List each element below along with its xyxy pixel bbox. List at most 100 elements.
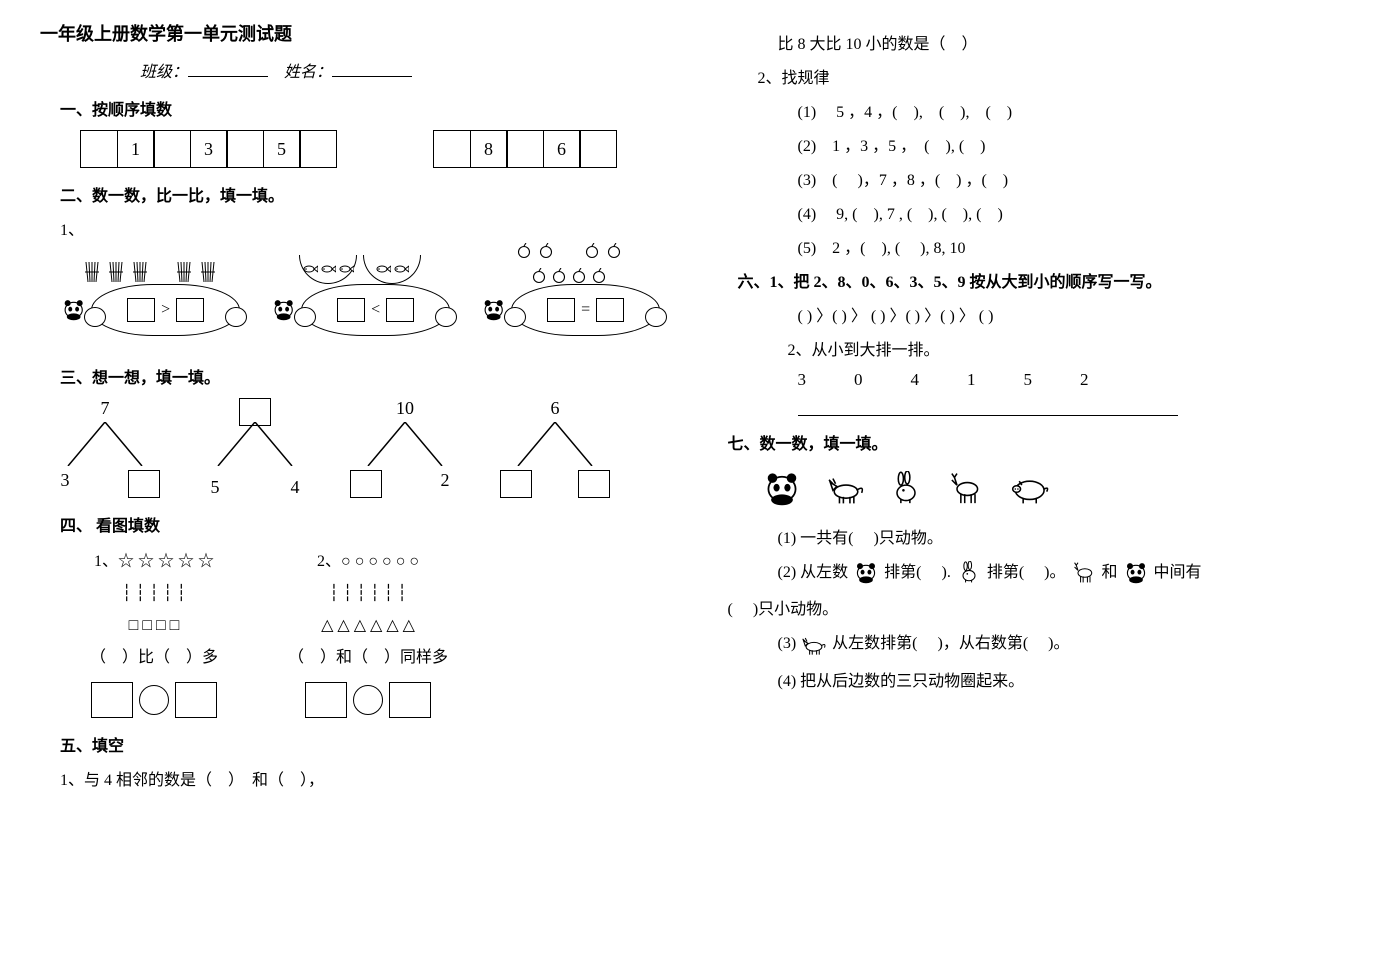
bundle-icon	[175, 260, 193, 284]
s7-q2f: ( )只小动物。	[728, 595, 1356, 619]
triangle-row: △ △ △ △ △ △	[288, 610, 448, 642]
answer-box[interactable]	[578, 470, 610, 498]
answer-box[interactable]	[500, 470, 532, 498]
answer-box[interactable]	[175, 682, 217, 718]
answer-circle[interactable]	[353, 685, 383, 715]
number-box[interactable]	[153, 130, 191, 168]
split-top-value: 7	[101, 398, 110, 419]
compare-item-sticks: >	[60, 240, 240, 350]
section-4-heading: 四、 看图填数	[60, 512, 658, 536]
number-box: 8	[470, 130, 508, 168]
answer-box[interactable]	[547, 298, 575, 322]
number-box: 3	[190, 130, 228, 168]
star-row: ☆ ☆ ☆ ☆ ☆	[118, 553, 214, 570]
answer-box[interactable]	[386, 298, 414, 322]
number-split: 54	[200, 398, 310, 498]
circle-row: ○ ○ ○ ○ ○ ○	[341, 553, 419, 570]
split-top-value: 10	[396, 398, 414, 419]
name-blank[interactable]	[332, 58, 412, 77]
dots-row: ┆ ┆ ┆ ┆ ┆	[90, 578, 218, 610]
split-top-value: 6	[551, 398, 560, 419]
name-fields: 班级： 姓名：	[140, 58, 658, 82]
text: (2) 从左数	[778, 564, 849, 581]
s5-q2-head: 2、找规律	[758, 64, 1356, 88]
number-box: 1	[117, 130, 155, 168]
number-box[interactable]	[506, 130, 544, 168]
text: (3)	[778, 635, 801, 652]
answer-cloud: >	[91, 284, 240, 336]
sort-number: 4	[911, 370, 920, 390]
apple-icon	[607, 243, 623, 259]
number-split: 10 2	[350, 398, 460, 498]
section-1-heading: 一、按顺序填数	[60, 96, 658, 120]
answer-box[interactable]	[337, 298, 365, 322]
text: 排第( )。	[987, 564, 1066, 581]
shape-compare: 1、☆ ☆ ☆ ☆ ☆ ┆ ┆ ┆ ┆ ┆ □ □ □ □ （ ）比（ ）多 2…	[90, 546, 658, 718]
bundle-icon	[131, 260, 149, 284]
bundle-icon	[107, 260, 125, 284]
bundle-icon	[83, 260, 101, 284]
answer-box[interactable]	[176, 298, 204, 322]
shape-col-right: 2、○ ○ ○ ○ ○ ○ ┆ ┆ ┆ ┆ ┆ ┆ △ △ △ △ △ △ （ …	[288, 546, 448, 718]
answer-box[interactable]	[128, 470, 160, 498]
sort-number: 3	[798, 370, 807, 390]
s5-q1b: 比 8 大比 10 小的数是（ ）	[778, 30, 1356, 54]
number-box: 6	[543, 130, 581, 168]
panda-icon	[852, 561, 880, 585]
rabbit-icon	[955, 561, 983, 585]
pattern-line: (5) 2 ，( ), ( ), 8, 10	[798, 234, 1356, 258]
caption: （ ）比（ ）多	[90, 642, 218, 674]
class-blank[interactable]	[188, 58, 268, 77]
caption: （ ）和（ ）同样多	[288, 642, 448, 674]
sort-number: 2	[1080, 370, 1089, 390]
number-box[interactable]	[226, 130, 264, 168]
fox-icon	[824, 472, 868, 506]
animal-row	[758, 470, 1356, 508]
number-row-b: 86	[433, 130, 617, 168]
s6-sub2: 2、从小到大排一排。	[788, 336, 1356, 360]
pattern-line: (3) ( )，7 ，8 ，( ) ，( )	[798, 166, 1356, 190]
dots-row: ┆ ┆ ┆ ┆ ┆ ┆	[288, 578, 448, 610]
answer-box[interactable]	[350, 470, 382, 498]
text: 从左数排第( )，从右数第( )。	[832, 635, 1069, 652]
s7-q1: (1) 一共有( )只动物。	[778, 524, 1356, 548]
lt-symbol: <	[371, 301, 380, 319]
section-5-heading: 五、填空	[60, 732, 658, 756]
pattern-line: (4) 9, ( ), 7 , ( ), ( ), ( )	[798, 200, 1356, 224]
answer-box[interactable]	[305, 682, 347, 718]
fox-icon	[800, 633, 828, 657]
apple-icon	[532, 268, 548, 284]
number-box[interactable]	[579, 130, 617, 168]
number-box[interactable]	[433, 130, 471, 168]
section-6-heading: 六、1、把 2、8、0、6、3、5、9 按从大到小的顺序写一写。	[738, 268, 1356, 292]
apple-icon	[592, 268, 608, 284]
answer-circle[interactable]	[139, 685, 169, 715]
class-label: 班级：	[140, 64, 188, 81]
panda-icon	[60, 298, 87, 322]
apple-icon	[585, 243, 601, 259]
fish-icon	[338, 264, 354, 274]
gt-symbol: >	[161, 301, 170, 319]
square-row: □ □ □ □	[90, 610, 218, 642]
sort-number: 5	[1024, 370, 1033, 390]
number-box[interactable]	[80, 130, 118, 168]
panda-icon	[270, 298, 297, 322]
text: 和	[1102, 564, 1118, 581]
worksheet-title: 一年级上册数学第一单元测试题	[40, 20, 658, 46]
bowl-icon	[363, 255, 421, 284]
panda-icon	[480, 298, 507, 322]
split-value: 5	[200, 477, 230, 498]
section-3-heading: 三、想一想，填一填。	[60, 364, 658, 388]
number-box[interactable]	[299, 130, 337, 168]
split-value: 2	[430, 470, 460, 498]
panda-icon	[1122, 561, 1150, 585]
answer-box[interactable]	[389, 682, 431, 718]
sort-number: 0	[854, 370, 863, 390]
answer-box[interactable]	[596, 298, 624, 322]
answer-box[interactable]	[127, 298, 155, 322]
apple-icon	[552, 268, 568, 284]
answer-box[interactable]	[91, 682, 133, 718]
q-label: 2、	[317, 553, 341, 570]
split-value: 4	[280, 477, 310, 498]
sort-answer-line[interactable]	[798, 414, 1178, 416]
